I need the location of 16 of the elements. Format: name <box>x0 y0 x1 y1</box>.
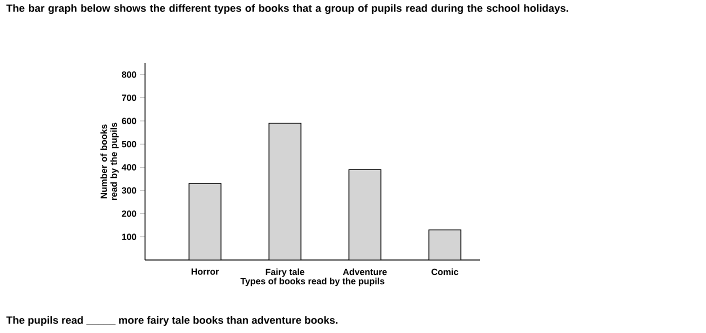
y-tick-label: 100 <box>122 234 136 240</box>
x-tick-label: Adventure <box>342 268 387 276</box>
y-tick-label: 300 <box>122 187 136 194</box>
chart-title: The bar graph below shows the different types of books that a group of pupils read during the school holidays. <box>6 4 568 14</box>
x-axis-title: Types of books read by the pupils <box>240 278 384 286</box>
x-tick-label: Comic <box>432 268 458 276</box>
y-tick-label: 700 <box>122 94 136 101</box>
y-tick-label: 400 <box>122 164 136 170</box>
text: The pupils read _____ more fairy tale books than adventure books. <box>6 316 338 326</box>
y-tick-label: 600 <box>122 118 136 124</box>
y-tick-label: 800 <box>122 71 136 78</box>
x-tick-label: Fairy tale <box>266 268 304 277</box>
y-axis-title: Number of books read by the pupils <box>100 122 119 200</box>
x-tick-label: Horror <box>192 268 219 275</box>
y-tick-label: 200 <box>122 210 136 217</box>
y-tick-label: 500 <box>122 140 136 148</box>
